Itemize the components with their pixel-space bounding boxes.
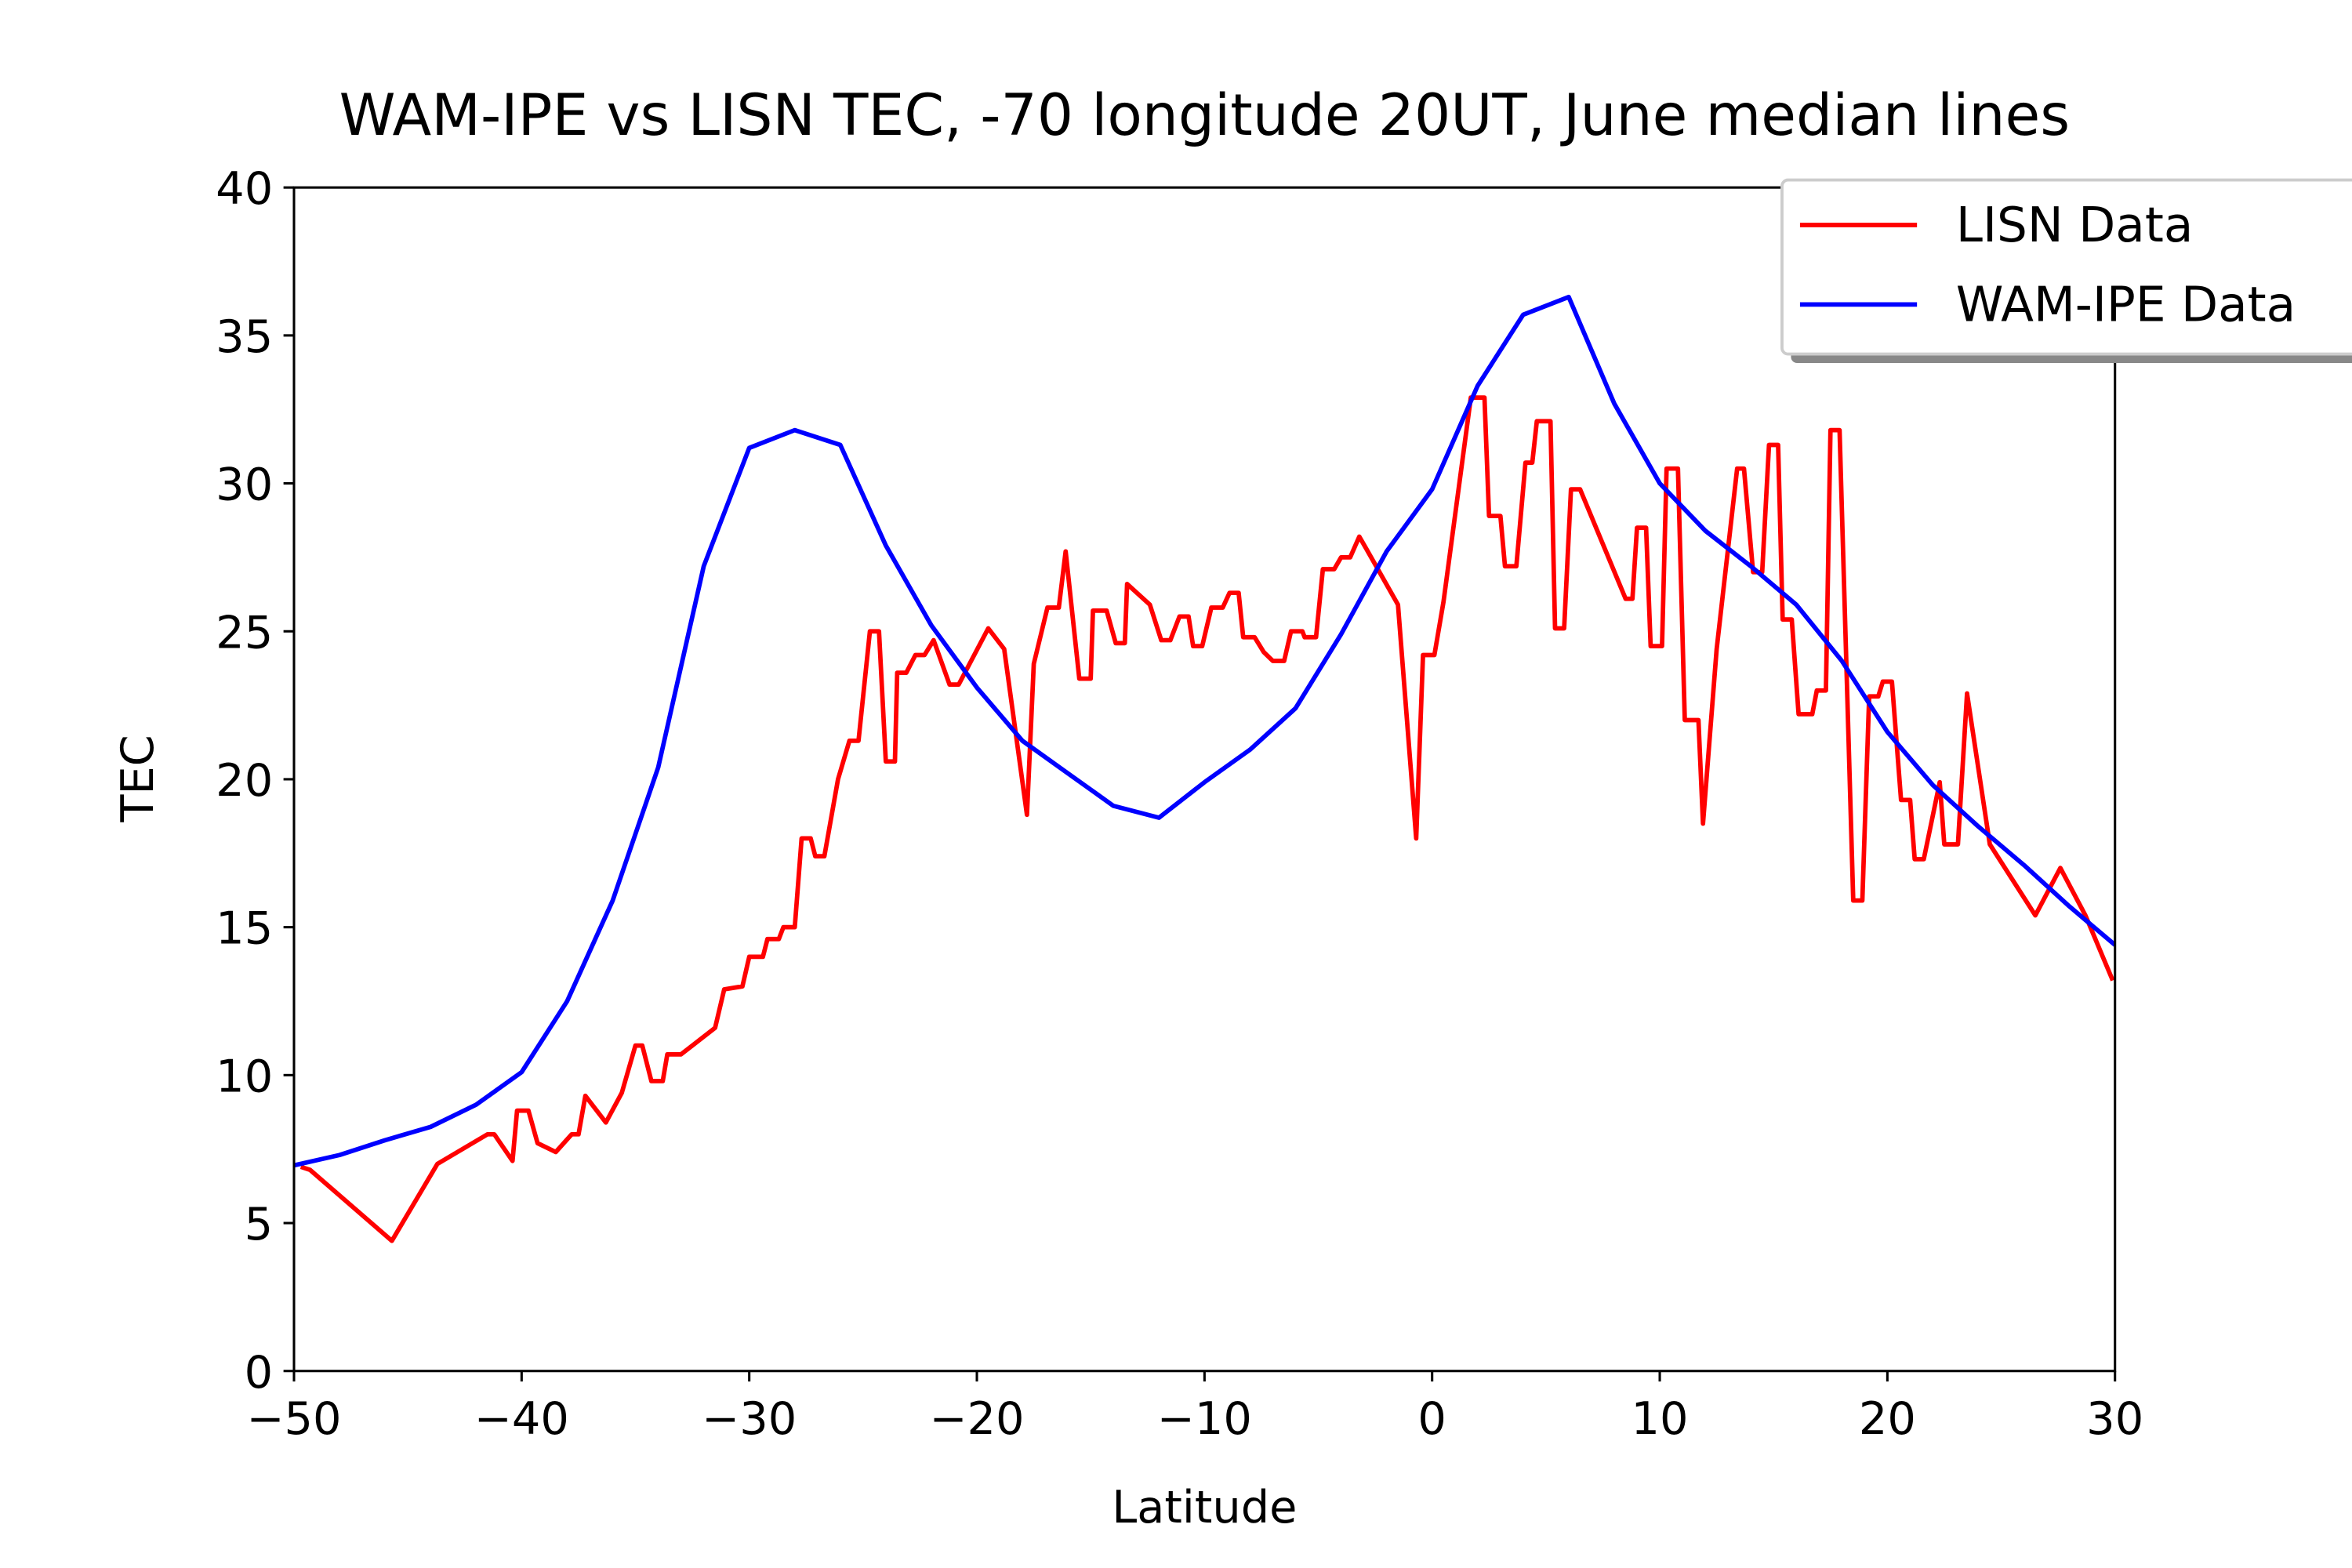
y-tick-label: 20: [216, 754, 273, 807]
x-tick-label: −40: [474, 1392, 569, 1445]
y-tick-label: 0: [245, 1346, 274, 1399]
legend-label: LISN Data: [1956, 198, 2193, 253]
y-tick-label: 30: [216, 459, 273, 511]
x-tick-label: −50: [246, 1392, 341, 1445]
x-tick-label: 10: [1632, 1392, 1689, 1445]
y-tick-label: 10: [216, 1050, 273, 1102]
x-tick-label: −30: [702, 1392, 797, 1445]
y-tick-label: 25: [216, 606, 273, 659]
y-tick-label: 5: [245, 1198, 274, 1250]
y-tick-label: 15: [216, 902, 273, 955]
y-axis-label: TEC: [111, 735, 164, 822]
data-line: [294, 294, 2115, 1168]
x-tick-label: 30: [2086, 1392, 2143, 1445]
y-tick-label: 40: [216, 162, 273, 215]
chart-title: WAM-IPE vs LISN TEC, -70 longitude 20UT,…: [339, 83, 2070, 149]
x-tick-label: −10: [1157, 1392, 1252, 1445]
y-tick-label: 35: [216, 310, 273, 363]
x-axis-label: Latitude: [1112, 1481, 1297, 1534]
x-tick-label: 0: [1417, 1392, 1446, 1445]
legend-box: [1780, 178, 2352, 356]
plot-area: −50 −40 −30 −20 −10 0 10 20 30 0 5 10 15 20 25 30 35 40 LI…: [216, 162, 2352, 1445]
legend-label: WAM-IPE Data: [1956, 277, 2296, 332]
data-line: [299, 395, 2115, 1243]
x-tick-label: 20: [1859, 1392, 1916, 1445]
x-tick-label: −20: [929, 1392, 1024, 1445]
